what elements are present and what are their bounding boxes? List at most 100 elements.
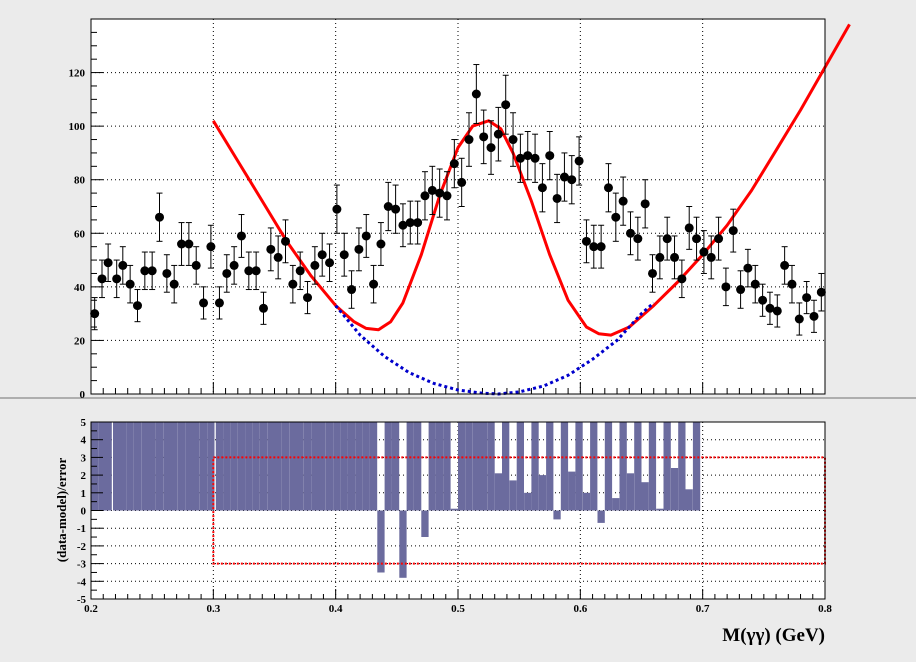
residual-bar [355,422,363,511]
data-point [552,173,562,224]
data-marker [347,285,357,295]
data-point [648,254,658,293]
data-point [677,259,687,299]
y-tick-label: 4 [81,435,87,447]
data-marker [140,266,150,276]
residual-bar [626,473,635,511]
fit-plot-grid [91,19,825,394]
data-marker [736,285,746,295]
data-marker [236,231,246,241]
y-tick-label: 60 [74,228,86,240]
y-tick-label: 120 [69,68,86,80]
data-marker [640,199,650,209]
data-marker [420,191,430,201]
data-point [589,224,599,269]
data-point [714,216,724,261]
data-marker [332,204,342,214]
y-tick-label: 0 [80,389,86,401]
residual-plot-pad: -5 -4 -3 -2 -1 0 1 2 3 4 5 0.2 0.3 0.4 0.5 0.6 0.7 0.8 (d… [54,417,832,646]
data-marker [618,196,628,206]
residual-bar [678,422,686,511]
residual-bar [692,422,701,511]
data-marker [684,223,694,233]
residual-bar [155,422,164,511]
data-marker [677,274,687,284]
residual-bar [215,422,224,511]
data-marker [743,263,753,273]
residual-bar [670,468,679,511]
data-marker [464,135,474,145]
residual-bar [104,422,112,511]
data-point [258,291,268,325]
data-point [567,155,577,205]
residual-bar [546,422,554,511]
y-tick-label: 2 [81,470,87,482]
residual-bar [281,422,290,511]
residual-bar [538,475,546,511]
data-point [405,200,415,245]
data-point [391,184,401,234]
data-point [369,264,379,304]
residual-bar [656,508,664,511]
data-point [281,219,291,264]
residual-bar [480,422,488,511]
data-marker [191,260,201,270]
y-tick-label: 100 [69,121,86,133]
data-point [118,246,128,285]
residual-bar [223,422,231,511]
data-point [427,165,437,216]
data-marker [258,303,268,313]
data-point [132,289,142,323]
data-point [361,214,371,258]
data-marker [699,247,709,257]
residual-bar [619,422,627,511]
fit-plot-points [90,64,826,336]
residual-bar [685,489,693,511]
data-point [339,232,349,277]
data-marker [90,309,100,319]
data-marker [383,202,393,211]
residual-bar [509,480,517,511]
data-marker [369,279,379,289]
data-marker [809,311,819,321]
x-tick-label: 0.4 [329,603,343,615]
residual-bar [369,422,378,511]
data-marker [391,204,401,214]
residual-bar [119,422,127,511]
residual-bar [237,422,246,511]
data-marker [339,250,349,260]
data-marker [118,260,128,270]
data-point [199,286,209,320]
residual-bar [259,422,268,511]
data-point [295,251,305,291]
residual-bar [641,482,649,511]
data-marker [493,129,503,139]
data-point [90,297,100,331]
residual-bar [177,422,186,511]
data-marker [177,239,187,249]
data-point [736,270,746,309]
data-point [464,112,474,167]
residual-bar [634,422,642,511]
data-marker [662,234,672,244]
residual-bar [199,422,208,511]
data-marker [457,177,467,187]
data-point [288,264,298,304]
data-point [479,109,489,165]
residual-bar [597,510,605,523]
data-point [750,264,760,304]
y-tick-label: 1 [81,488,87,500]
x-tick-label: 0.8 [818,603,832,615]
data-marker [125,279,135,289]
residual-bar [252,422,260,511]
data-point [611,192,621,242]
residual-bar [274,422,282,511]
residual-bar [133,422,142,511]
data-point [206,224,216,269]
data-point [191,246,201,285]
y-tick-label: -1 [77,523,86,535]
residual-bar [406,422,414,511]
data-marker [515,153,525,163]
residual-plot-frame [90,421,826,600]
data-marker [750,279,760,289]
